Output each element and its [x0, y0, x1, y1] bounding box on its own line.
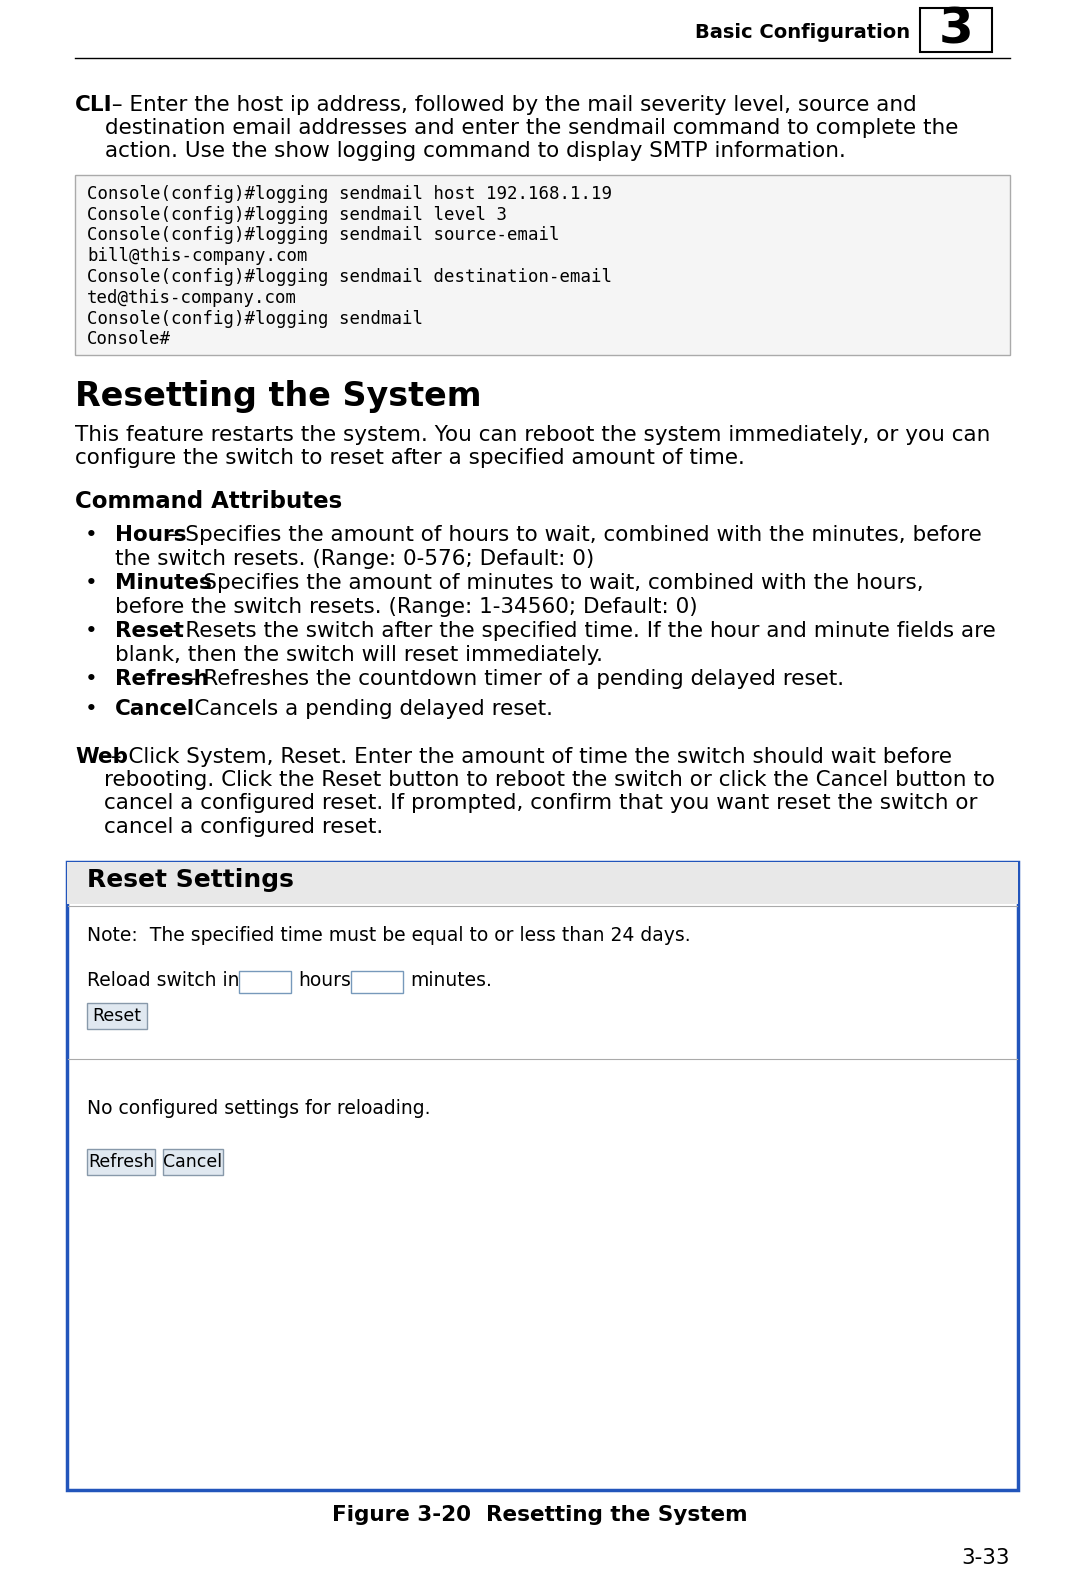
Text: Note:  The specified time must be equal to or less than 24 days.: Note: The specified time must be equal t… [87, 926, 690, 945]
Text: Cancel: Cancel [114, 699, 195, 719]
Bar [67, 862, 1018, 904]
Text: 3-33: 3-33 [961, 1548, 1010, 1568]
Text: Console(config)#logging sendmail level 3: Console(config)#logging sendmail level 3 [87, 206, 507, 225]
Text: Reset: Reset [114, 622, 184, 641]
Text: Hours: Hours [114, 524, 187, 545]
Text: No configured settings for reloading.: No configured settings for reloading. [87, 1099, 431, 1118]
Text: Command Attributes: Command Attributes [75, 490, 342, 513]
Text: •: • [85, 524, 98, 545]
Text: Console(config)#logging sendmail: Console(config)#logging sendmail [87, 309, 423, 328]
Text: – Click System, Reset. Enter the amount of time the switch should wait before
re: – Click System, Reset. Enter the amount … [105, 747, 996, 837]
Text: the switch resets. (Range: 0-576; Default: 0): the switch resets. (Range: 0-576; Defaul… [114, 550, 594, 568]
Text: This feature restarts the system. You can reboot the system immediately, or you : This feature restarts the system. You ca… [75, 425, 990, 468]
Text: Reset Settings: Reset Settings [87, 868, 294, 892]
Bar [920, 8, 993, 52]
Text: Console#: Console# [87, 330, 171, 349]
Text: Cancel: Cancel [163, 1152, 222, 1171]
Text: Minutes: Minutes [114, 573, 212, 593]
Text: Reset: Reset [93, 1006, 141, 1025]
Text: Console(config)#logging sendmail host 192.168.1.19: Console(config)#logging sendmail host 19… [87, 185, 612, 203]
Text: Console(config)#logging sendmail source-email: Console(config)#logging sendmail source-… [87, 226, 559, 245]
Text: •: • [85, 573, 98, 593]
Bar [239, 970, 291, 992]
Text: Basic Configuration: Basic Configuration [694, 22, 910, 41]
Text: Refresh: Refresh [114, 669, 208, 689]
Text: •: • [85, 622, 98, 641]
Text: – Refreshes the countdown timer of a pending delayed reset.: – Refreshes the countdown timer of a pen… [179, 669, 845, 689]
Bar [67, 862, 1018, 1490]
Text: – Cancels a pending delayed reset.: – Cancels a pending delayed reset. [171, 699, 553, 719]
Text: CLI: CLI [75, 96, 112, 115]
Bar [87, 1003, 147, 1028]
Text: Web: Web [75, 747, 129, 768]
Bar [163, 1149, 222, 1174]
Bar [87, 1149, 156, 1174]
Bar [351, 970, 403, 992]
Text: – Resets the switch after the specified time. If the hour and minute fields are: – Resets the switch after the specified … [161, 622, 996, 641]
Text: ted@this-company.com: ted@this-company.com [87, 289, 297, 306]
Text: – Enter the host ip address, followed by the mail severity level, source and
des: – Enter the host ip address, followed by… [105, 96, 958, 162]
Text: bill@this-company.com: bill@this-company.com [87, 246, 308, 265]
Text: Refresh: Refresh [87, 1152, 154, 1171]
Text: – Specifies the amount of hours to wait, combined with the minutes, before: – Specifies the amount of hours to wait,… [161, 524, 982, 545]
Text: •: • [85, 669, 98, 689]
Text: hours: hours [298, 970, 351, 991]
Text: Console(config)#logging sendmail destination-email: Console(config)#logging sendmail destina… [87, 268, 612, 286]
Text: Resetting the System: Resetting the System [75, 380, 482, 413]
Bar [75, 174, 1010, 355]
Text: Reload switch in: Reload switch in [87, 970, 240, 991]
Text: minutes.: minutes. [410, 970, 491, 991]
Text: – Specifies the amount of minutes to wait, combined with the hours,: – Specifies the amount of minutes to wai… [179, 573, 924, 593]
Text: Figure 3-20  Resetting the System: Figure 3-20 Resetting the System [333, 1506, 747, 1524]
Text: blank, then the switch will reset immediately.: blank, then the switch will reset immedi… [114, 645, 603, 666]
Text: 3: 3 [939, 6, 973, 53]
Text: before the switch resets. (Range: 1-34560; Default: 0): before the switch resets. (Range: 1-3456… [114, 597, 698, 617]
Text: •: • [85, 699, 98, 719]
